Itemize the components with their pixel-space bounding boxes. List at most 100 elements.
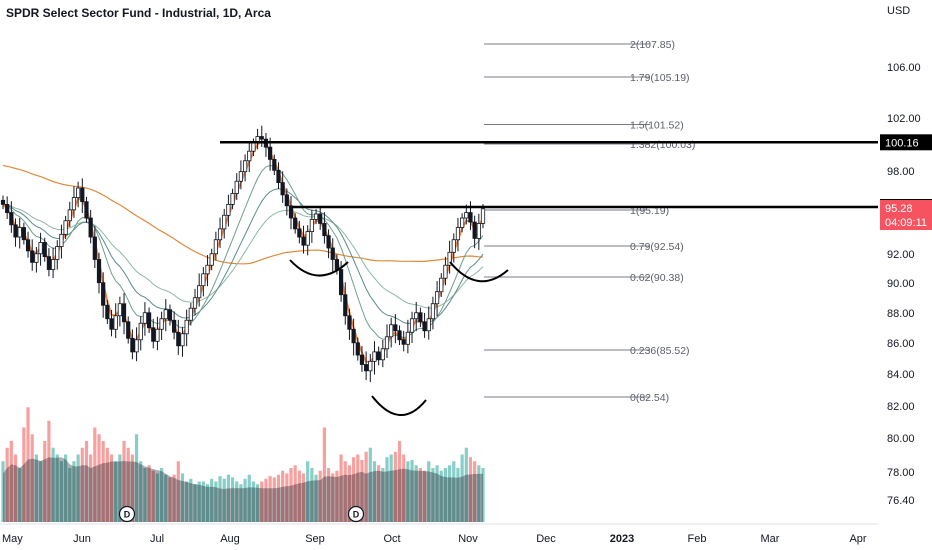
candle-body <box>205 264 210 275</box>
candle-body <box>134 339 139 353</box>
volume-bar <box>64 454 68 522</box>
candle-body <box>38 242 43 255</box>
candle-body <box>376 351 381 361</box>
horizontal-levels-layer[interactable] <box>220 141 878 209</box>
candle-body <box>322 223 327 237</box>
volume-bar <box>393 451 397 522</box>
volume-bar <box>34 454 38 522</box>
candle-body <box>59 233 64 247</box>
candle-body <box>84 201 89 219</box>
volume-bar <box>352 457 356 522</box>
fib-level-label: 0.236(85.52) <box>630 345 690 357</box>
candle-body <box>347 315 352 330</box>
candle-body <box>430 303 436 320</box>
candle-body <box>439 277 444 293</box>
fib-level-label: 1.382(100.03) <box>630 139 695 151</box>
candle-body <box>105 304 110 320</box>
candle-body <box>251 142 256 152</box>
volume-bar <box>410 459 414 522</box>
candle-body <box>426 318 431 332</box>
candle-body <box>92 236 97 260</box>
volume-bar <box>160 468 164 522</box>
volume-bar <box>76 454 80 522</box>
pattern-arcs-layer[interactable] <box>289 259 509 417</box>
candle-body <box>138 322 143 341</box>
candle-body <box>101 282 106 306</box>
y-tick-label: 106.00 <box>887 62 921 74</box>
sma-long-line <box>2 164 484 265</box>
candle-body <box>268 146 273 160</box>
volume-bar <box>122 441 126 522</box>
volume-bar <box>26 407 30 522</box>
volume-bar <box>385 457 389 522</box>
volume-bar <box>318 470 322 522</box>
candle-body <box>293 217 298 230</box>
volume-bar <box>435 465 439 522</box>
y-tick-label: 86.00 <box>887 338 915 350</box>
ema-18-line <box>2 188 484 325</box>
candle-body <box>159 318 164 330</box>
fib-level-label: 0(82.54) <box>630 392 669 404</box>
volume-bar <box>468 457 473 522</box>
volume-bar <box>477 465 481 522</box>
candle-body <box>297 228 302 238</box>
volume-bar <box>193 484 197 522</box>
candle-body <box>88 217 93 238</box>
x-tick-label: Oct <box>383 533 400 545</box>
volume-bar <box>285 473 289 522</box>
candle-body <box>0 199 6 205</box>
candle-body <box>389 324 394 338</box>
price-axis[interactable]: 106.00102.0098.0094.0092.0090.0088.0086.… <box>887 62 921 507</box>
candle-body <box>230 193 235 205</box>
candles-layer <box>0 125 486 383</box>
volume-bar <box>347 465 352 522</box>
fibonacci-layer[interactable]: 2(107.85) 1.79(105.19) 1.5(101.52) 1.382(10… <box>484 39 695 404</box>
candle-body <box>464 212 469 219</box>
volume-bar <box>260 481 264 522</box>
volume-bar <box>368 447 372 522</box>
y-tick-label: 84.00 <box>887 369 915 381</box>
candle-body <box>247 150 252 162</box>
price-tag-countdown <box>880 214 932 230</box>
candle-body <box>234 180 239 194</box>
volume-bar <box>230 477 235 522</box>
candle-body <box>451 239 456 253</box>
volume-bar <box>72 461 76 522</box>
volume-bar <box>114 461 118 522</box>
candle-body <box>443 264 448 279</box>
volume-bar <box>464 447 468 522</box>
candle-body <box>276 169 281 183</box>
volume-bar <box>18 468 22 522</box>
candle-body <box>343 294 348 317</box>
candle-body <box>326 235 331 249</box>
candle-body <box>184 319 189 335</box>
candle-body <box>418 312 423 323</box>
candle-body <box>401 339 406 345</box>
volume-bar <box>43 441 47 522</box>
volume-bar <box>38 461 43 522</box>
candle-body <box>334 259 340 270</box>
y-tick-label: 82.00 <box>887 401 915 413</box>
candle-body <box>305 231 310 246</box>
volume-bar <box>147 465 151 522</box>
volume-bar <box>201 481 205 522</box>
candle-body <box>180 333 185 347</box>
time-axis[interactable]: May Jun Jul Aug Sep Oct Nov Dec 2023 Feb Mar Apr <box>2 533 867 545</box>
volume-bar <box>406 461 410 522</box>
volume-bar <box>1 461 5 522</box>
volume-bar <box>335 470 339 522</box>
y-tick-label: 80.00 <box>887 433 915 445</box>
volume-bar <box>443 468 448 522</box>
candle-body <box>330 247 335 260</box>
y-tick-label: 98.00 <box>887 166 915 178</box>
volume-bar <box>256 484 260 522</box>
candle-body <box>280 182 285 196</box>
y-tick-label: 102.00 <box>887 113 921 125</box>
candle-body <box>13 224 18 238</box>
candle-body <box>393 324 398 332</box>
volume-bar <box>289 468 293 522</box>
candle-body <box>242 160 248 173</box>
candle-body <box>355 342 360 356</box>
